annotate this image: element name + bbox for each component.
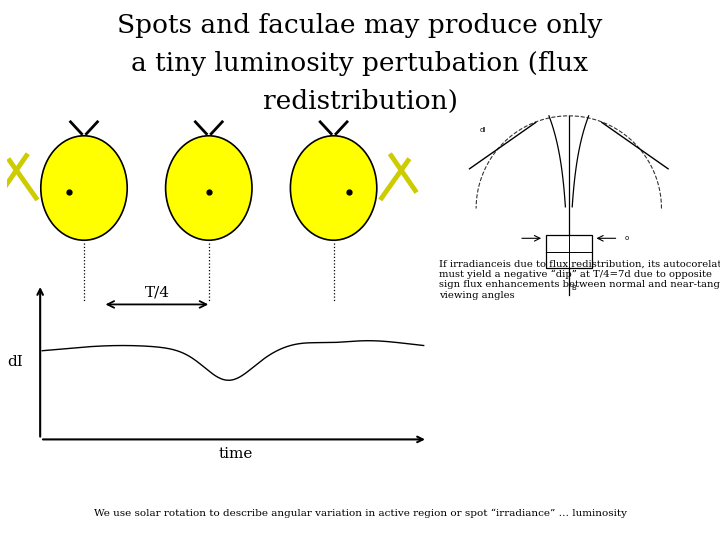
Text: a tiny luminosity pertubation (flux: a tiny luminosity pertubation (flux — [132, 51, 588, 76]
Text: Spots and faculae may produce only: Spots and faculae may produce only — [117, 14, 603, 38]
Text: redistribution): redistribution) — [263, 89, 457, 114]
Ellipse shape — [41, 136, 127, 240]
Text: time: time — [219, 447, 253, 461]
Ellipse shape — [290, 136, 377, 240]
Text: We use solar rotation to describe angular variation in active region or spot “ir: We use solar rotation to describe angula… — [94, 509, 626, 518]
Text: B: B — [572, 285, 576, 291]
Text: dI: dI — [480, 127, 486, 133]
Text: dI: dI — [8, 355, 24, 369]
Text: T/4: T/4 — [145, 286, 169, 300]
Ellipse shape — [166, 136, 252, 240]
Text: o: o — [625, 235, 629, 241]
Text: If irradianceis due to flux redistribution, its autocorelation
must yield a nega: If irradianceis due to flux redistributi… — [439, 259, 720, 300]
Bar — [546, 235, 592, 268]
